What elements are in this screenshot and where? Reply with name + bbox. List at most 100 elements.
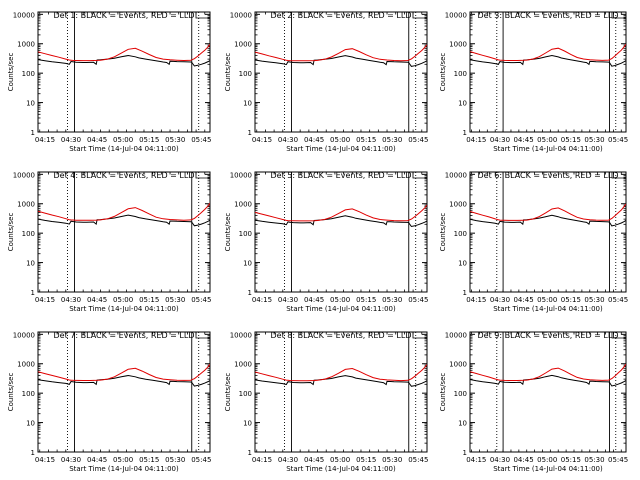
plot-frame [37,11,211,133]
series-line-events [38,214,210,227]
series-line-lld [255,204,427,222]
y-tick-label: 100 [454,70,467,78]
y-tick-label: 1 [31,289,35,297]
x-tick-label: 04:30 [61,456,81,464]
y-tick-label: 10000 [230,11,252,19]
panel-title: Det 4: BLACK = Events, RED = LLD [54,171,195,180]
y-tick-label: 1000 [17,361,35,369]
series-line-lld [470,363,626,381]
corner-marker [195,332,210,339]
y-tick-label: 10 [26,420,35,428]
series-line-events [255,375,427,387]
x-tick-label: 05:15 [356,136,376,144]
y-tick-label: 100 [22,390,35,398]
panel-det-7: 1 10 100 1000 10000 04:15 04:30 04:45 05:00 05:15… [7,331,211,473]
x-tick-label: 04:15 [35,456,55,464]
y-tick-label: 10 [458,420,467,428]
plot-frame [469,331,627,453]
y-tick-label: 10000 [445,331,467,339]
x-tick-label: 04:30 [278,456,298,464]
x-tick-label: 04:30 [490,136,510,144]
y-tick-label: 1000 [449,201,467,209]
x-tick-label: 04:15 [252,136,272,144]
y-tick-label: 10 [458,100,467,108]
y-tick-label: 10 [26,260,35,268]
panel-det-4: 1 10 100 1000 10000 04:15 04:30 04:45 05:00 05:15… [7,171,211,313]
y-tick-label: 1000 [449,361,467,369]
y-axis-label: Counts/sec [224,213,232,252]
x-axis-label: Start Time (14-Jul-04 04:11:00) [69,145,179,153]
y-tick-label: 1000 [234,41,252,49]
x-tick-label: 05:30 [584,456,604,464]
y-tick-label: 100 [22,230,35,238]
x-tick-label: 05:45 [608,136,628,144]
panel-det-3: 1 10 100 1000 10000 04:15 04:30 04:45 05:00 05:15… [439,11,628,153]
x-tick-label: 05:30 [382,456,402,464]
panel-det-8: 1 10 100 1000 10000 04:15 04:30 04:45 05:00 05:15… [224,331,428,473]
x-tick-label: 05:45 [191,456,211,464]
y-tick-label: 100 [22,70,35,78]
x-tick-label: 04:15 [466,136,486,144]
x-tick-label: 04:45 [87,136,107,144]
x-tick-label: 04:30 [61,296,81,304]
x-tick-label: 04:15 [252,456,272,464]
y-axis-label: Counts/sec [439,373,447,412]
x-tick-label: 05:00 [113,456,133,464]
plot-frame [469,171,627,293]
x-tick-label: 05:00 [113,296,133,304]
plot-frame [37,171,211,293]
y-axis-label: Counts/sec [224,53,232,92]
x-tick-label: 05:15 [139,136,159,144]
x-tick-label: 05:15 [561,456,581,464]
y-tick-label: 10 [243,260,252,268]
series-line-events [255,55,427,67]
x-tick-label: 04:30 [490,456,510,464]
x-tick-label: 04:45 [513,136,533,144]
x-axis-label: Start Time (14-Jul-04 04:11:00) [286,465,396,473]
x-tick-label: 05:45 [408,136,428,144]
x-tick-label: 04:15 [252,296,272,304]
y-tick-label: 1000 [234,361,252,369]
x-tick-label: 05:45 [608,456,628,464]
corner-marker [412,332,427,339]
y-tick-label: 100 [239,230,252,238]
x-tick-label: 04:45 [304,296,324,304]
y-tick-label: 10000 [445,171,467,179]
series-line-lld [470,43,626,61]
panel-title: Det 5: BLACK = Events, RED = LLD [271,171,412,180]
series-line-lld [38,202,210,221]
x-tick-label: 05:45 [408,456,428,464]
x-axis-label: Start Time (14-Jul-04 04:11:00) [493,305,603,313]
y-tick-label: 10000 [445,11,467,19]
series-line-events [38,374,210,387]
series-line-lld [255,44,427,62]
series-line-events [470,214,626,227]
y-tick-label: 10 [243,100,252,108]
panel-det-5: 1 10 100 1000 10000 04:15 04:30 04:45 05:00 05:15… [224,171,428,313]
plot-frame [469,11,627,133]
y-tick-label: 1 [248,289,252,297]
x-tick-label: 05:15 [139,296,159,304]
y-tick-label: 1000 [234,201,252,209]
corner-marker [195,12,210,19]
y-tick-label: 1000 [17,201,35,209]
x-tick-label: 04:45 [513,456,533,464]
y-axis-label: Counts/sec [7,213,15,252]
x-tick-label: 05:00 [537,296,557,304]
series-line-events [38,54,210,67]
y-axis-label: Counts/sec [7,53,15,92]
x-tick-label: 05:15 [139,456,159,464]
y-tick-label: 1 [248,129,252,137]
series-line-events [470,54,626,67]
x-axis-label: Start Time (14-Jul-04 04:11:00) [286,305,396,313]
panel-title: Det 8: BLACK = Events, RED = LLD [271,331,412,340]
y-tick-label: 10000 [13,171,35,179]
y-tick-label: 10000 [230,171,252,179]
y-tick-label: 100 [454,390,467,398]
panel-title: Det 6: BLACK = Events, RED = LLD [478,171,619,180]
x-tick-label: 04:15 [35,296,55,304]
plot-frame [254,11,428,133]
series-line-lld [38,364,210,381]
y-tick-label: 1000 [449,41,467,49]
